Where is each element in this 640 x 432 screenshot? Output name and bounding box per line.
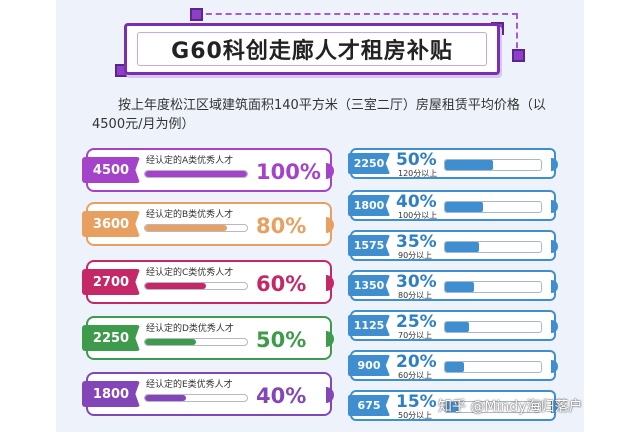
progress-bar (144, 338, 248, 346)
progress-bar (144, 170, 248, 178)
card-notch (551, 360, 558, 373)
subsidy-percent: 60% (256, 272, 307, 296)
points-card: 1800 40% 100分以上 (348, 190, 558, 221)
points-threshold-label: 90分以上 (398, 251, 433, 260)
progress-bar (444, 321, 542, 333)
subsidy-percent: 40% (256, 384, 307, 408)
subsidy-percent: 35% (396, 232, 437, 252)
title-dashed-frame (196, 13, 518, 58)
progress-fill (145, 225, 227, 231)
progress-fill (445, 202, 484, 212)
talent-card: 2700 经认定的C类优秀人才 60% (82, 260, 334, 304)
progress-bar (144, 224, 248, 232)
talent-category-label: 经认定的A类优秀人才 (146, 156, 234, 166)
subsidy-amount-tag: 1575 (348, 235, 390, 256)
points-threshold-label: 60分以上 (398, 371, 433, 380)
points-card: 1350 30% 80分以上 (348, 270, 558, 301)
progress-fill (445, 242, 479, 252)
card-notch (551, 400, 558, 413)
card-notch (326, 275, 334, 291)
title-banner: G60科创走廊人才租房补贴 (124, 23, 500, 75)
talent-category-label: 经认定的B类优秀人才 (146, 210, 234, 220)
points-card: 1125 25% 70分以上 (348, 310, 558, 341)
talent-card: 3600 经认定的B类优秀人才 80% (82, 202, 334, 246)
subsidy-percent: 30% (396, 272, 437, 292)
subsidy-percent: 40% (396, 192, 437, 212)
watermark: 知乎 @Mindy海归落户 (438, 399, 583, 415)
progress-fill (445, 362, 465, 372)
title-inner-frame: G60科创走廊人才租房补贴 (137, 32, 487, 66)
points-card: 675 15% 50分以上 (348, 390, 558, 421)
talent-category-label: 经认定的E类优秀人才 (146, 380, 233, 390)
progress-fill (145, 283, 207, 289)
subsidy-percent: 50% (256, 328, 307, 352)
progress-fill (145, 395, 186, 401)
subsidy-amount-tag: 2250 (348, 153, 390, 174)
progress-bar (444, 281, 542, 293)
card-notch (551, 240, 558, 253)
progress-bar (444, 159, 542, 171)
card-notch (551, 200, 558, 213)
subsidy-percent: 25% (396, 312, 437, 332)
points-threshold-label: 100分以上 (398, 211, 438, 220)
card-notch (551, 280, 558, 293)
card-notch (326, 217, 334, 233)
points-threshold-label: 120分以上 (398, 169, 438, 178)
talent-card: 4500 经认定的A类优秀人才 100% (82, 148, 334, 192)
progress-bar (444, 401, 542, 413)
subsidy-amount-tag: 1125 (348, 315, 390, 336)
progress-fill (445, 160, 493, 170)
progress-bar (144, 282, 248, 290)
subsidy-percent: 80% (256, 214, 307, 238)
progress-fill (145, 339, 196, 345)
points-threshold-label: 80分以上 (398, 291, 433, 300)
progress-fill (445, 322, 469, 332)
card-notch (326, 331, 334, 347)
title-corner-square (190, 8, 203, 21)
subsidy-amount-tag: 675 (348, 395, 390, 416)
progress-fill (445, 402, 460, 412)
points-card: 1575 35% 90分以上 (348, 230, 558, 261)
progress-bar (444, 241, 542, 253)
progress-bar (444, 361, 542, 373)
subsidy-percent: 50% (396, 150, 437, 170)
title-corner-square (512, 49, 525, 62)
points-threshold-label: 50分以上 (398, 411, 433, 420)
points-card: 2250 50% 120分以上 (348, 148, 558, 179)
progress-bar (144, 394, 248, 402)
subsidy-amount-tag: 4500 (82, 157, 140, 183)
subsidy-amount-tag: 1800 (348, 195, 390, 216)
card-notch (551, 158, 558, 171)
progress-bar (444, 201, 542, 213)
subsidy-percent: 100% (256, 160, 321, 184)
points-card: 900 20% 60分以上 (348, 350, 558, 381)
subsidy-amount-tag: 1350 (348, 275, 390, 296)
subsidy-amount-tag: 3600 (82, 211, 140, 237)
subsidy-percent: 20% (396, 352, 437, 372)
talent-card: 1800 经认定的E类优秀人才 40% (82, 372, 334, 416)
card-notch (551, 320, 558, 333)
points-threshold-label: 70分以上 (398, 331, 433, 340)
subsidy-amount-tag: 2250 (82, 325, 140, 351)
progress-fill (445, 282, 474, 292)
progress-fill (145, 171, 247, 177)
intro-text: 按上年度松江区域建筑面积140平方米（三室二厅）房屋租赁平均价格（以4500元/… (92, 98, 546, 132)
card-notch (326, 387, 334, 403)
talent-category-label: 经认定的C类优秀人才 (146, 268, 234, 278)
page-title: G60科创走廊人才租房补贴 (171, 39, 453, 64)
subsidy-amount-tag: 1800 (82, 381, 140, 407)
talent-card: 2250 经认定的D类优秀人才 50% (82, 316, 334, 360)
card-notch (326, 163, 334, 179)
subsidy-amount-tag: 2700 (82, 269, 140, 295)
subsidy-amount-tag: 900 (348, 355, 390, 376)
subsidy-percent: 15% (396, 392, 437, 412)
talent-category-label: 经认定的D类优秀人才 (146, 324, 234, 334)
